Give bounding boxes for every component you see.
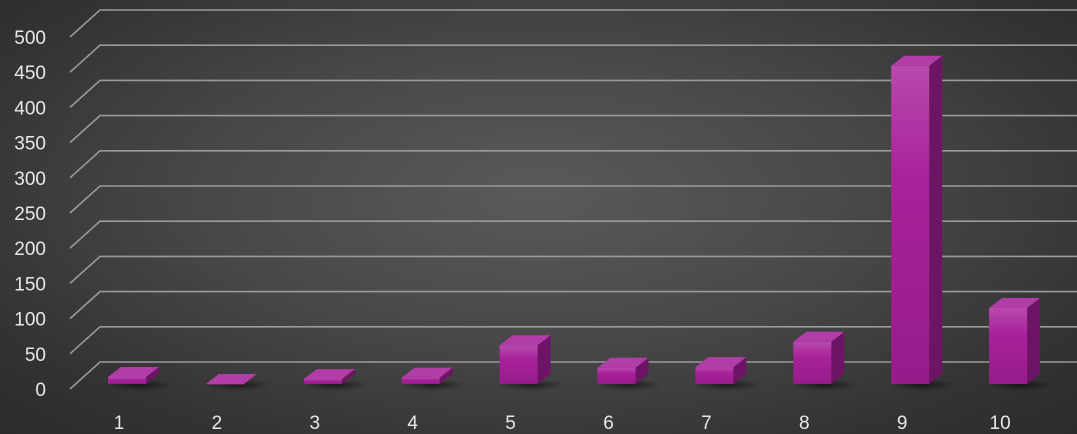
x-tick-label: 4	[407, 413, 418, 434]
bar-top	[499, 335, 551, 346]
bar-side	[1027, 297, 1041, 384]
bar-side	[635, 357, 649, 384]
y-tick-label: 100	[14, 310, 46, 331]
bar-side	[341, 369, 355, 384]
bar-side	[929, 55, 943, 385]
x-tick-label: 1	[114, 413, 125, 434]
y-tick-label: 500	[14, 28, 46, 49]
y-tick-label: 450	[14, 63, 46, 84]
bar-front	[989, 307, 1028, 384]
bar-top	[989, 297, 1041, 308]
x-tick-label: 9	[897, 413, 908, 434]
bar	[793, 331, 845, 384]
bar-top	[108, 366, 159, 377]
bar	[989, 297, 1041, 384]
bar-side	[537, 335, 551, 384]
bar	[108, 366, 159, 384]
bar-side	[146, 366, 159, 384]
bar-top	[793, 331, 845, 342]
gridline	[69, 220, 1077, 249]
bars	[108, 55, 1041, 385]
bar-top	[891, 55, 943, 66]
bar-front	[695, 367, 734, 384]
bar-top	[401, 367, 453, 378]
bar	[695, 357, 747, 384]
x-tick-label: 2	[212, 413, 223, 434]
gridline	[69, 79, 1077, 108]
bar-top	[303, 369, 355, 380]
gridline	[69, 290, 1077, 320]
bar-top	[695, 357, 747, 368]
x-tick-label: 6	[603, 413, 614, 434]
y-tick-label: 150	[14, 274, 46, 295]
bar-front	[108, 376, 146, 384]
bar	[499, 335, 551, 384]
bar-shadows	[105, 379, 1055, 391]
y-tick-label: 400	[14, 98, 46, 119]
y-tick-label: 250	[14, 204, 46, 225]
gridline	[69, 185, 1077, 214]
bar-front	[205, 384, 244, 385]
bar-side	[439, 367, 453, 384]
y-tick-label: 50	[25, 345, 46, 366]
bar	[597, 357, 649, 384]
x-tick-label: 5	[505, 413, 516, 434]
bar-front	[303, 379, 342, 384]
gridline	[69, 325, 1077, 355]
bar-side	[831, 331, 845, 384]
gridlines	[69, 9, 1077, 390]
bar	[891, 55, 943, 385]
bar-top	[205, 374, 257, 384]
bar	[303, 369, 355, 384]
bar-front	[597, 367, 636, 384]
gridline	[69, 361, 1077, 390]
y-tick-label: 200	[14, 239, 46, 260]
gridline	[69, 150, 1077, 179]
bar-top	[597, 357, 649, 368]
x-tick-label: 10	[990, 413, 1011, 434]
gridline	[69, 9, 1077, 38]
x-axis-tick-labels: 1 2 3 4 5 6 7 8 9 10	[114, 413, 1011, 434]
gridline	[69, 255, 1077, 284]
bar-side	[733, 357, 747, 384]
bar	[401, 367, 453, 384]
bar-front	[499, 345, 538, 384]
x-tick-label: 7	[701, 413, 712, 434]
x-tick-label: 3	[310, 413, 321, 434]
y-tick-label: 0	[35, 380, 46, 401]
gridline	[69, 114, 1077, 144]
y-tick-label: 350	[14, 134, 46, 155]
bar-front	[401, 377, 440, 384]
bar	[205, 374, 257, 385]
gridline	[69, 44, 1077, 73]
y-tick-label: 300	[14, 169, 46, 190]
bar-front	[891, 65, 930, 385]
x-tick-label: 8	[799, 413, 810, 434]
bar-front	[793, 341, 832, 384]
y-axis-tick-labels: 0 50 100 150 200 250 300 350 400 450 500	[14, 28, 46, 401]
